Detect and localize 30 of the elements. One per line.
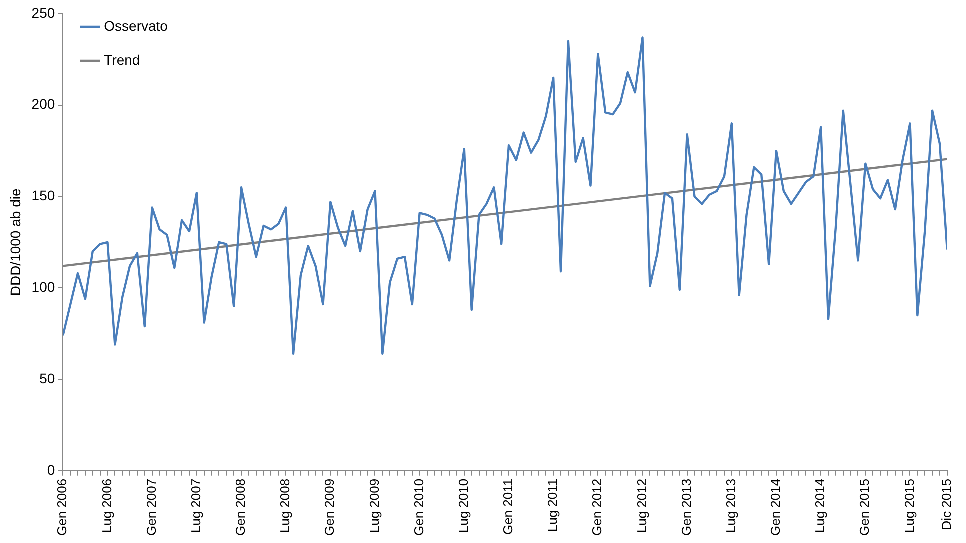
x-tick-label: Lug 2015 (902, 478, 917, 534)
x-tick-label: Gen 2013 (678, 478, 694, 536)
x-tick-label: Gen 2011 (500, 478, 516, 536)
x-tick-label: Dic 2015 (938, 478, 954, 530)
x-tick-label: Gen 2015 (857, 478, 872, 536)
x-tick-label: Gen 2006 (54, 478, 70, 536)
x-tick-label: Gen 2009 (322, 478, 338, 536)
legend-label: Osservato (104, 18, 168, 34)
y-tick-label: 50 (40, 370, 56, 386)
legend-label: Trend (104, 52, 140, 68)
y-tick-label: 200 (32, 96, 56, 112)
x-tick-label: Gen 2012 (590, 478, 605, 536)
y-tick-label: 150 (32, 188, 56, 204)
x-tick-label: Lug 2008 (278, 478, 293, 534)
x-tick-label: Lug 2009 (366, 478, 382, 534)
x-tick-label: Lug 2012 (634, 478, 650, 534)
y-tick-label: 0 (47, 462, 56, 478)
x-tick-label: Gen 2008 (233, 478, 248, 536)
y-axis-title: DDD/1000 ab die (7, 188, 24, 296)
x-tick-label: Lug 2006 (99, 478, 114, 534)
x-tick-label: Lug 2014 (812, 478, 828, 534)
x-tick-label: Lug 2007 (188, 478, 204, 534)
y-tick-label: 250 (32, 4, 56, 21)
x-tick-label: Lug 2013 (723, 478, 738, 534)
x-tick-label: Lug 2010 (456, 478, 471, 534)
y-tick-label: 100 (32, 278, 56, 295)
x-tick-label: Lug 2011 (545, 478, 560, 532)
x-tick-label: Gen 2014 (768, 478, 784, 536)
x-tick-label: Gen 2007 (144, 478, 159, 536)
x-tick-label: Gen 2010 (411, 478, 426, 536)
